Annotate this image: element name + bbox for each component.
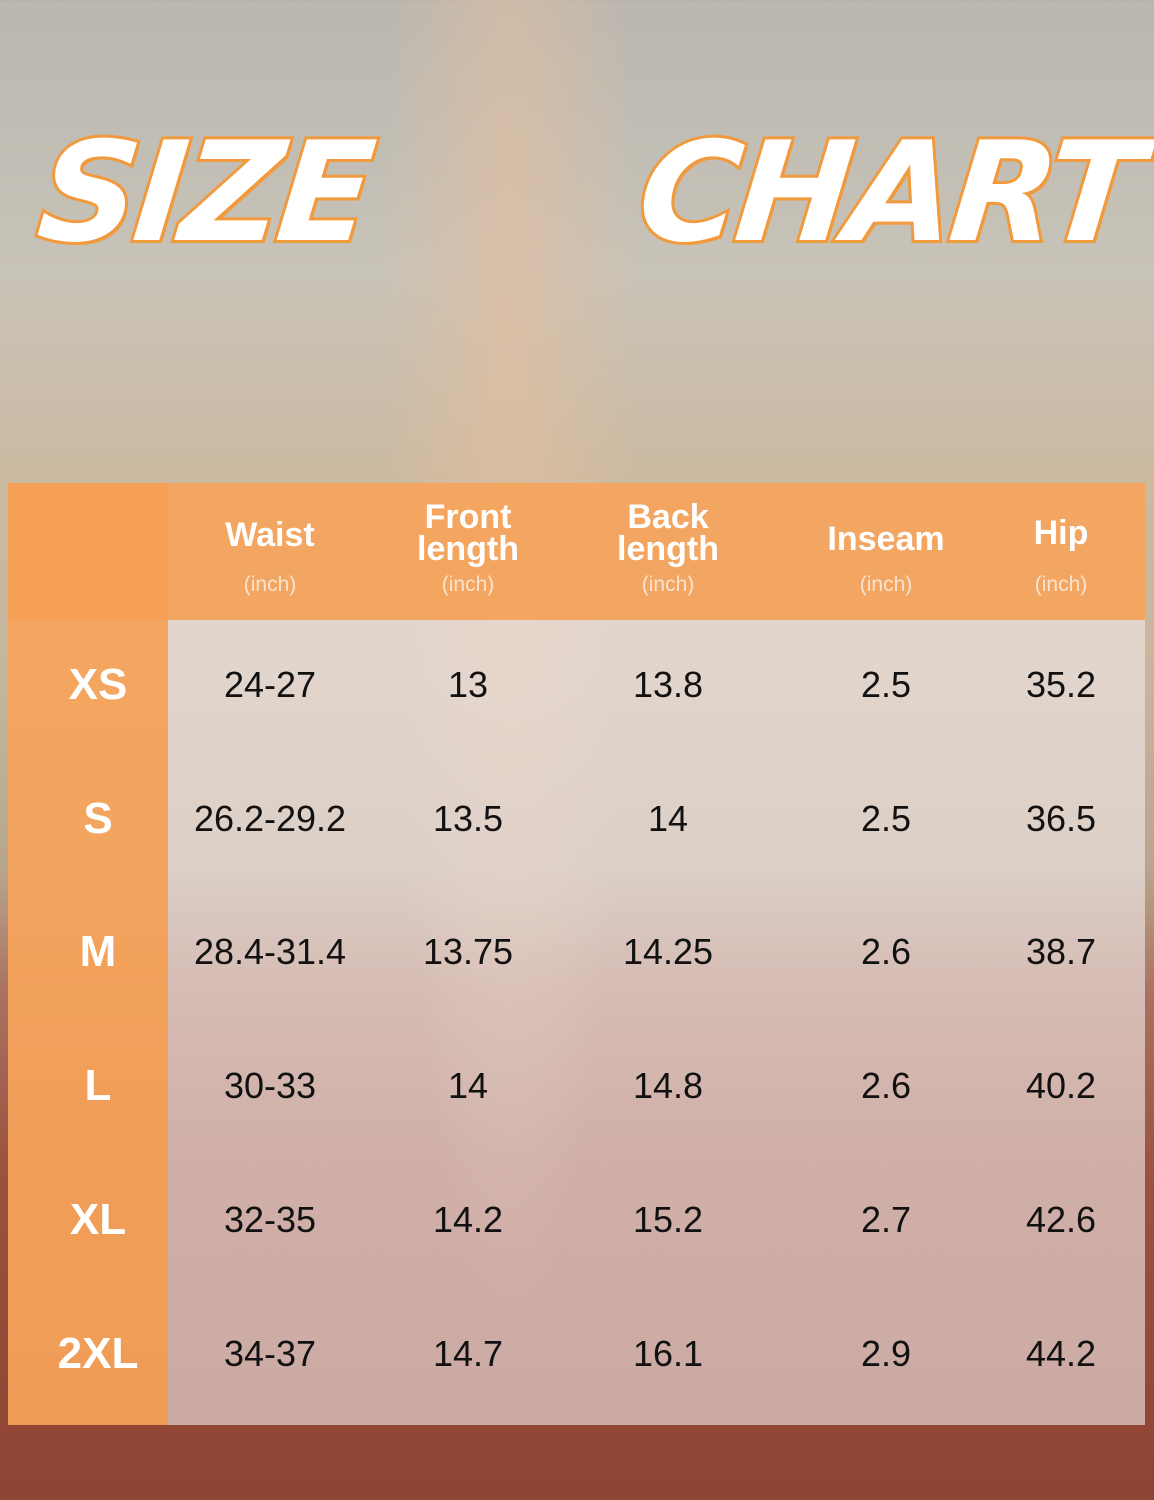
column-unit: (inch): [243, 573, 297, 596]
cell-waist: 30-33: [223, 1065, 317, 1106]
cell-hip: 44.2: [1025, 1333, 1097, 1374]
header-corner: [8, 483, 168, 620]
cell-hip: 36.5: [1025, 798, 1097, 839]
column-unit: (inch): [1034, 573, 1088, 596]
column-unit: (inch): [859, 573, 913, 596]
cell-front-length: 13.5: [432, 798, 504, 839]
cell-inseam: 2.6: [860, 931, 912, 972]
column-header-inseam: Inseam (inch): [786, 483, 986, 620]
cell-hip: 40.2: [1025, 1065, 1097, 1106]
cell-front-length: 14.7: [432, 1333, 504, 1374]
cell-waist: 28.4-31.4: [193, 931, 347, 972]
cell-hip: 42.6: [1025, 1199, 1097, 1240]
column-unit: (inch): [441, 573, 495, 596]
size-label: 2XL: [57, 1329, 139, 1378]
table-body: [168, 620, 1145, 1425]
size-column: [8, 620, 168, 1425]
cell-waist: 32-35: [223, 1199, 317, 1240]
cell-front-length: 14.2: [432, 1199, 504, 1240]
table-header: [8, 483, 1145, 620]
size-chart-table: Waist (inch) Front length (inch) Back length…: [8, 483, 1145, 1425]
size-label: XS: [68, 660, 128, 709]
cell-waist: 34-37: [223, 1333, 317, 1374]
cell-front-length: 14: [447, 1065, 489, 1106]
title-size: SIZE: [29, 109, 381, 276]
cell-waist: 24-27: [223, 664, 317, 705]
cell-inseam: 2.5: [860, 664, 912, 705]
column-header-hip: Hip (inch): [961, 483, 1154, 620]
column-header-back-length: Back length (inch): [568, 483, 768, 620]
column-unit: (inch): [641, 573, 695, 596]
column-header-waist: Waist (inch): [170, 483, 370, 620]
cell-inseam: 2.9: [860, 1333, 912, 1374]
size-label: L: [84, 1061, 112, 1110]
cell-waist: 26.2-29.2: [193, 798, 347, 839]
cell-inseam: 2.7: [860, 1199, 912, 1240]
column-name: Inseam: [827, 520, 945, 558]
column-name: Back length: [617, 498, 719, 568]
cell-back-length: 15.2: [632, 1199, 704, 1240]
size-label: XL: [69, 1195, 127, 1244]
column-name: Hip: [1033, 514, 1089, 552]
cell-back-length: 14.8: [632, 1065, 704, 1106]
cell-hip: 38.7: [1025, 931, 1097, 972]
cell-back-length: 13.8: [632, 664, 704, 705]
cell-inseam: 2.5: [860, 798, 912, 839]
column-name: Waist: [225, 516, 315, 554]
size-label: M: [79, 927, 117, 976]
cell-inseam: 2.6: [860, 1065, 912, 1106]
cell-hip: 35.2: [1025, 664, 1097, 705]
cell-back-length: 14.25: [622, 931, 714, 972]
cell-front-length: 13.75: [422, 931, 514, 972]
cell-back-length: 16.1: [632, 1333, 704, 1374]
cell-back-length: 14: [647, 798, 689, 839]
cell-front-length: 13: [447, 664, 489, 705]
title-chart: CHART: [629, 109, 1150, 276]
column-name: Front length: [417, 498, 519, 568]
column-header-front-length: Front length (inch): [368, 483, 568, 620]
size-label: S: [83, 794, 113, 843]
